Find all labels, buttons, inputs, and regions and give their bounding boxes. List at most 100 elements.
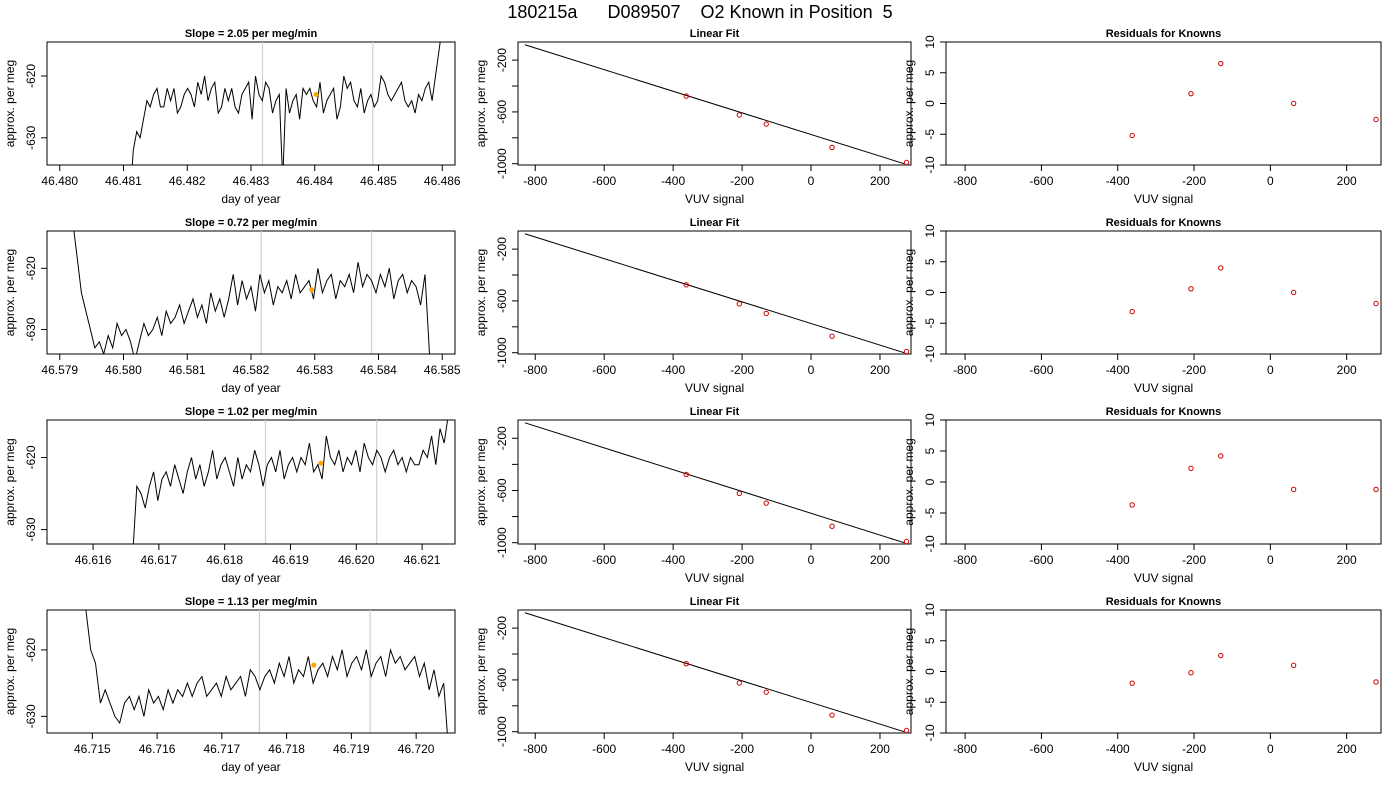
x-tick-label: -600 (1029, 363, 1053, 377)
data-point (829, 333, 835, 339)
y-tick-label: -1000 (495, 527, 509, 558)
y-tick-label: -1000 (495, 337, 509, 368)
x-tick-label: -400 (661, 363, 685, 377)
panel-resid-2 (945, 419, 1382, 545)
x-tick-label: 200 (1337, 174, 1357, 188)
y-tick-label: 5 (923, 637, 937, 644)
x-tick-label: -600 (592, 553, 616, 567)
data-point (736, 301, 743, 307)
panel-trace-3 (46, 609, 456, 734)
plot-area (132, 420, 449, 544)
x-tick-label: 0 (808, 363, 815, 377)
x-tick-label: 46.717 (204, 742, 241, 756)
plot-frame (945, 609, 1382, 734)
plot-area (1129, 453, 1379, 508)
y-tick-label: -10 (923, 156, 937, 174)
y-tick-label: -600 (495, 668, 509, 692)
data-point (903, 348, 910, 354)
x-tick-label: 46.584 (360, 363, 397, 377)
fit-line (524, 233, 905, 354)
x-tick-label: 46.486 (424, 174, 461, 188)
x-tick-label: 0 (1267, 553, 1274, 567)
signal-trace (73, 231, 430, 354)
x-tick-label: 0 (808, 174, 815, 188)
x-tick-label: 46.719 (333, 742, 370, 756)
x-tick-label: -200 (730, 742, 754, 756)
fit-line (524, 44, 905, 165)
x-axis-label: VUV signal (1134, 760, 1193, 774)
y-axis-label: approx. per meg (3, 628, 17, 715)
data-point (763, 500, 769, 506)
signal-trace (132, 420, 449, 544)
data-point (1218, 453, 1224, 459)
x-tick-label: 46.618 (206, 553, 243, 567)
mean-point-marker (311, 662, 317, 668)
x-tick-label: -400 (1106, 742, 1130, 756)
x-tick-label: 46.582 (233, 363, 270, 377)
x-tick-label: 200 (1337, 363, 1357, 377)
y-axis-label: approx. per meg (902, 60, 916, 147)
x-tick-label: -800 (953, 742, 977, 756)
y-tick-label: 0 (923, 100, 937, 107)
data-point (1290, 662, 1297, 669)
panel-title: Residuals for Knowns (1106, 217, 1222, 229)
x-tick-label: -800 (953, 363, 977, 377)
x-axis-label: day of year (221, 760, 280, 774)
x-axis-label: VUV signal (1134, 571, 1193, 585)
panel-resid-0 (945, 41, 1382, 166)
x-tick-label: 46.580 (105, 363, 142, 377)
y-axis-label: approx. per meg (474, 249, 488, 336)
data-point (683, 93, 689, 99)
plot-area (73, 231, 430, 354)
x-tick-label: -600 (592, 742, 616, 756)
plot-frame (945, 419, 1382, 545)
x-axis-label: VUV signal (1134, 381, 1193, 395)
y-tick-label: -1000 (495, 148, 509, 179)
y-tick-label: -200 (495, 237, 509, 261)
y-tick-label: 5 (923, 447, 937, 454)
data-point (1188, 465, 1194, 472)
x-tick-label: 46.716 (139, 742, 176, 756)
y-tick-label: -620 (24, 445, 38, 469)
x-tick-label: 46.579 (41, 363, 78, 377)
x-tick-label: 46.617 (141, 553, 178, 567)
data-point (829, 523, 835, 529)
x-tick-label: 46.581 (169, 363, 206, 377)
data-point (903, 727, 910, 733)
signal-trace (131, 42, 441, 165)
panel-fit-2 (517, 419, 912, 545)
data-point (1218, 60, 1224, 67)
y-tick-label: -10 (923, 345, 937, 363)
y-tick-label: 10 (923, 413, 937, 427)
panel-trace-2 (46, 419, 456, 545)
x-tick-label: 46.485 (360, 174, 397, 188)
panel-resid-3 (945, 609, 1382, 734)
y-tick-label: 5 (923, 69, 937, 76)
x-tick-label: 46.620 (338, 553, 375, 567)
x-axis-label: VUV signal (685, 381, 744, 395)
data-point (683, 660, 689, 667)
x-tick-label: -800 (953, 174, 977, 188)
plot-area (85, 610, 448, 733)
x-tick-label: -200 (730, 363, 754, 377)
plot-frame (945, 230, 1382, 355)
panel-fit-0 (517, 41, 912, 166)
x-tick-label: -800 (953, 553, 977, 567)
y-tick-label: -1000 (495, 716, 509, 747)
x-tick-label: 200 (1337, 742, 1357, 756)
data-point (1373, 486, 1379, 493)
y-axis-label: approx. per meg (3, 249, 17, 336)
y-axis-label: approx. per meg (474, 60, 488, 147)
y-tick-label: -5 (923, 129, 937, 140)
x-tick-label: 0 (1267, 174, 1274, 188)
data-point (1129, 132, 1135, 139)
signal-trace (85, 610, 448, 733)
plot-area (524, 44, 910, 165)
data-point (1373, 116, 1379, 123)
x-tick-label: 46.484 (296, 174, 333, 188)
plot-area (1129, 265, 1379, 315)
panel-title: Slope = 0.72 per meg/min (185, 217, 318, 229)
x-tick-label: -800 (523, 174, 547, 188)
y-tick-label: 10 (923, 224, 937, 238)
